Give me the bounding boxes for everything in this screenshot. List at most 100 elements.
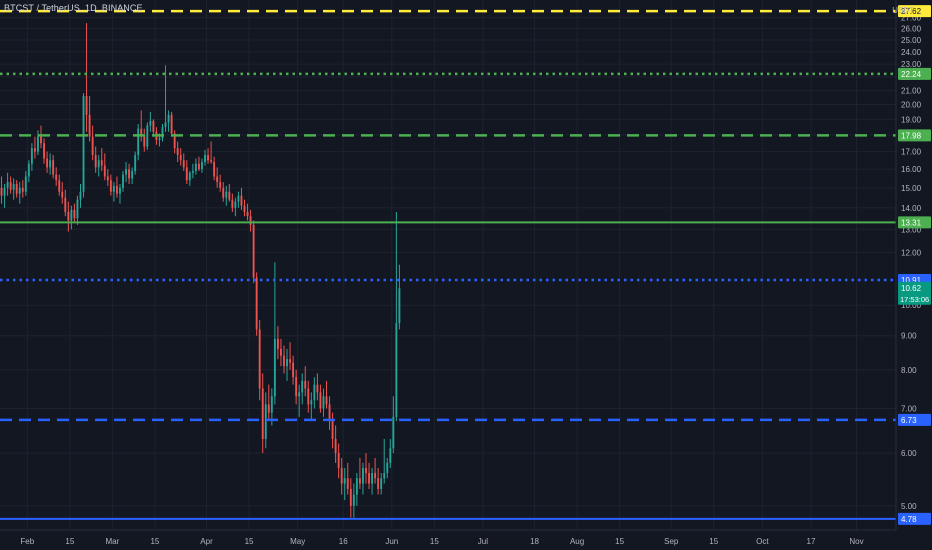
candle-body: [30, 148, 33, 164]
candle-body: [85, 95, 88, 115]
price-tick-label: 14.00: [901, 204, 922, 213]
candle-body: [313, 384, 316, 401]
candle-body: [380, 478, 383, 489]
level-price-badge: [898, 413, 931, 426]
candle-body: [176, 148, 179, 156]
candle-body: [164, 122, 167, 128]
price-tick-label: 27.00: [901, 14, 922, 23]
candle-body: [97, 160, 100, 168]
candle-body: [273, 338, 276, 397]
candle-body: [283, 355, 285, 367]
candle-body: [140, 128, 143, 136]
time-tick-label: 17: [807, 537, 816, 546]
candle-body: [185, 167, 188, 181]
candle-body: [270, 396, 273, 413]
time-tick-label: 18: [530, 537, 539, 546]
candle-body: [131, 170, 134, 179]
candle-body: [73, 209, 76, 219]
candle-body: [88, 114, 91, 137]
candle-body: [352, 494, 355, 506]
candle-body: [228, 191, 231, 200]
level-price-label: 27.62: [901, 7, 922, 16]
price-labels: 27.62 22.24 17.98 13.31 10.91 6.73 4.78 10.62 17…: [898, 5, 931, 525]
candle-body: [219, 182, 222, 188]
candle-body: [386, 462, 389, 474]
level-price-badge: [898, 512, 931, 525]
candle-body: [362, 467, 364, 484]
candle-body: [158, 138, 161, 140]
candle-body: [358, 478, 361, 484]
candle-body: [18, 187, 21, 194]
price-tick-label: 23.00: [901, 60, 922, 69]
time-axis-ticks: Feb 15 Mar 15 Apr 15 May 16 Jun 15 Jul 18 Aug 15 Sep 15…: [20, 537, 863, 546]
candle-body: [79, 191, 82, 200]
candle-body: [149, 120, 152, 126]
time-tick-label: Feb: [20, 537, 34, 546]
candle-body: [365, 467, 367, 474]
candle-body: [194, 163, 197, 171]
time-tick-label: Sep: [664, 537, 679, 546]
currency-unit-label: USDT: [892, 6, 914, 15]
time-tick-label: 15: [430, 537, 439, 546]
candle-body: [216, 176, 219, 183]
candle-body: [152, 120, 155, 132]
candle-body: [94, 155, 97, 168]
price-tick-label: 8.00: [901, 366, 917, 375]
candle-body: [343, 478, 346, 484]
candle-body: [234, 201, 237, 208]
candle-body: [276, 338, 279, 349]
candle-body: [319, 392, 322, 409]
time-axis[interactable]: [0, 530, 932, 550]
price-tick-label: 17.00: [901, 148, 922, 157]
candle-body: [349, 488, 352, 506]
candle-body: [100, 160, 103, 166]
price-tick-label: 20.00: [901, 101, 922, 110]
time-tick-label: Jun: [385, 537, 398, 546]
candle-body: [33, 148, 36, 152]
candle-body: [261, 388, 264, 439]
candle-body: [82, 95, 85, 192]
level-price-badge: [898, 129, 931, 142]
candle-body: [222, 187, 225, 198]
candle-body: [70, 209, 73, 221]
candle-body: [368, 473, 370, 484]
candle-body: [46, 158, 49, 168]
time-tick-label: Jul: [478, 537, 488, 546]
price-tick-label: 16.00: [901, 165, 922, 174]
symbol-title[interactable]: BTCST / TetherUS, 1D, BINANCE: [4, 3, 143, 13]
candle-body: [161, 127, 164, 139]
candle-body: [119, 187, 121, 194]
time-tick-label: 15: [65, 537, 74, 546]
candle-body: [374, 473, 377, 479]
candle-body: [246, 211, 249, 217]
level-price-label: 10.91: [901, 276, 922, 285]
candle-body: [40, 136, 42, 144]
candle-body: [340, 467, 343, 484]
candle-body: [12, 183, 15, 190]
candle-body: [225, 191, 228, 198]
candle-body: [325, 396, 328, 405]
level-price-badge: [898, 216, 931, 229]
candle-body: [243, 205, 246, 212]
candle-body: [237, 195, 240, 202]
candle-body: [49, 160, 52, 168]
time-tick-label: Aug: [570, 537, 584, 546]
candle-body: [307, 388, 310, 405]
time-tick-label: 15: [150, 537, 159, 546]
candle-body: [249, 216, 252, 225]
candle-body: [304, 380, 307, 389]
level-price-badge: [898, 5, 931, 18]
price-tick-label: 9.00: [901, 332, 917, 341]
candle-body: [210, 160, 213, 163]
price-tick-label: 7.00: [901, 404, 917, 413]
candle-body: [112, 185, 115, 192]
candle-body: [125, 169, 127, 175]
price-tick-label: 24.00: [901, 48, 922, 57]
candle-body: [24, 176, 27, 192]
candle-body: [310, 400, 313, 405]
candle-body: [137, 128, 140, 156]
candle-body: [37, 136, 39, 152]
candle-body: [128, 169, 131, 179]
candle-body: [331, 421, 334, 439]
